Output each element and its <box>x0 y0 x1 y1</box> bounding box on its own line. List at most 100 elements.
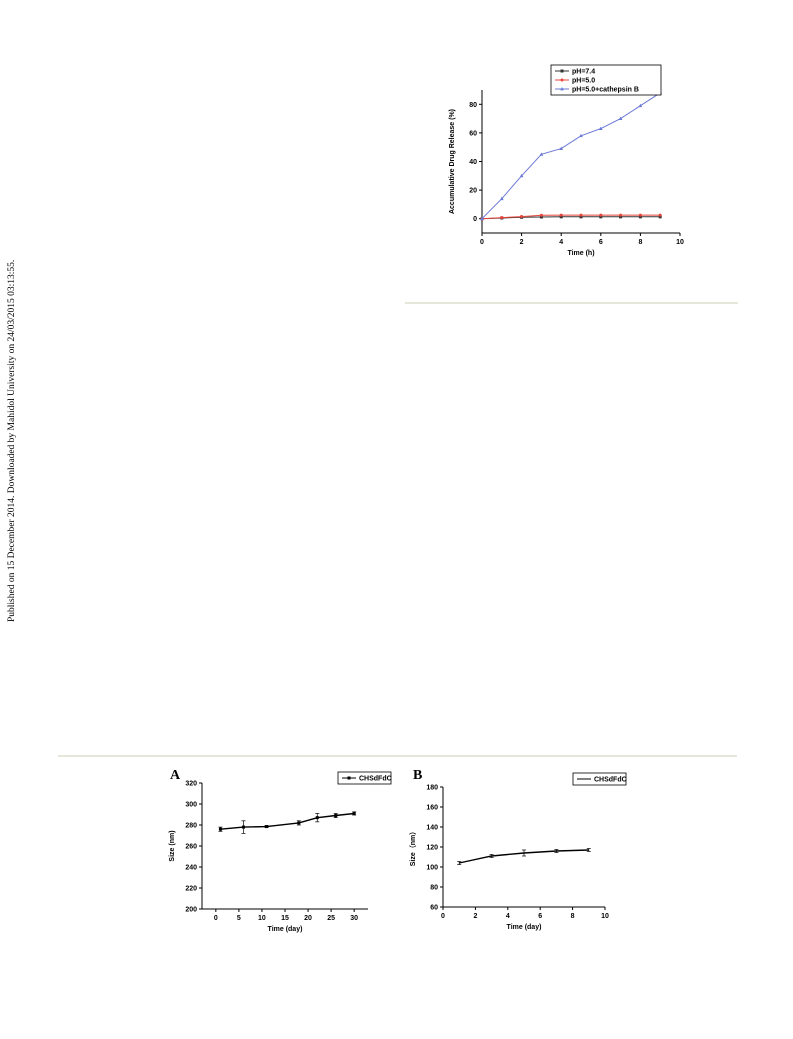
data-point <box>599 213 603 217</box>
y-tick-label: 280 <box>185 823 197 830</box>
x-tick-label: 6 <box>538 913 542 920</box>
x-tick-label: 10 <box>676 239 684 246</box>
y-axis-title: Size（nm） <box>409 828 417 867</box>
data-point <box>315 816 319 820</box>
y-tick-label: 60 <box>469 130 477 137</box>
series-line <box>481 214 661 220</box>
data-point <box>619 215 623 219</box>
x-tick-label: 8 <box>571 913 575 920</box>
data-point <box>242 825 245 829</box>
x-axis-title: Time (day) <box>507 924 542 931</box>
legend-marker <box>560 69 564 73</box>
legend-label: pH=7.4 <box>572 69 595 76</box>
x-tick-label: 0 <box>480 239 484 246</box>
legend-marker <box>347 776 351 780</box>
data-point <box>520 215 524 219</box>
y-tick-label: 200 <box>185 907 197 914</box>
data-point <box>334 814 338 818</box>
y-tick-label: 160 <box>426 805 438 812</box>
x-tick-label: 25 <box>327 915 335 922</box>
data-point <box>638 103 643 108</box>
data-point <box>579 213 583 217</box>
data-point <box>618 116 623 120</box>
series-line <box>220 812 355 830</box>
series-line <box>481 216 661 220</box>
data-point <box>265 825 269 829</box>
x-tick-label: 6 <box>599 239 603 246</box>
panel-label: A <box>170 768 181 783</box>
data-point <box>599 126 603 131</box>
x-tick-label: 0 <box>441 913 445 920</box>
x-tick-label: 10 <box>601 913 609 920</box>
y-axis-title: Size (nm) <box>169 830 176 861</box>
y-tick-label: 260 <box>185 844 197 851</box>
data-point <box>559 213 563 217</box>
x-tick-label: 4 <box>506 913 510 920</box>
legend-label: pH=5.0+cathepsin B <box>572 87 639 94</box>
y-tick-label: 100 <box>426 865 438 872</box>
publication-margin-note: Published on 15 December 2014. Downloade… <box>7 259 17 622</box>
data-point <box>658 213 662 217</box>
data-point <box>559 146 563 151</box>
data-point <box>539 213 543 217</box>
data-point <box>638 215 642 219</box>
data-point <box>599 215 603 219</box>
data-point <box>638 213 642 217</box>
x-tick-label: 8 <box>638 239 642 246</box>
y-tick-label: 220 <box>185 886 197 893</box>
panel-label: B <box>413 768 422 783</box>
y-tick-label: 80 <box>469 102 477 109</box>
data-point <box>218 827 222 831</box>
x-tick-label: 5 <box>237 915 241 922</box>
size-stability-chart-b: 0 2 4 6 8 10 60 80 100 120 140 160 180 Time (day) Size… <box>409 768 627 931</box>
y-tick-label: 180 <box>426 785 438 792</box>
data-point <box>619 213 623 217</box>
legend-label: pH=5.0 <box>572 78 595 85</box>
y-tick-label: 140 <box>426 825 438 832</box>
data-point <box>579 133 583 138</box>
series-line <box>481 92 661 220</box>
legend-label: CHSdFdC <box>359 776 392 783</box>
data-point <box>539 152 544 156</box>
section-divider-bottom <box>58 755 737 757</box>
y-tick-label: 40 <box>469 159 477 166</box>
y-tick-label: 20 <box>469 188 477 195</box>
data-point <box>480 216 484 221</box>
data-point <box>297 821 301 825</box>
legend-label: CHSdFdC <box>594 777 627 784</box>
x-tick-label: 0 <box>214 915 218 922</box>
x-axis-title: Time (h) <box>567 250 594 257</box>
data-point <box>579 215 583 219</box>
y-axis-title: Accumulative Drug Release (%) <box>449 109 456 214</box>
y-tick-label: 0 <box>473 216 477 223</box>
data-point <box>500 196 504 201</box>
y-tick-label: 120 <box>426 845 438 852</box>
legend-marker <box>560 87 564 91</box>
legend-box <box>572 772 627 786</box>
y-tick-label: 300 <box>185 802 197 809</box>
legend-marker <box>560 78 564 82</box>
drug-release-chart: 0 2 4 6 8 10 0 20 40 60 80 Time (h) Accumulative Dru… <box>449 64 684 257</box>
size-stability-chart-a: 0 5 10 15 20 25 30 200 220 240 260 280 300 320 Time (d… <box>169 768 392 933</box>
y-tick-label: 320 <box>185 781 197 788</box>
section-divider-top <box>405 302 738 304</box>
data-point <box>352 811 356 815</box>
x-tick-label: 30 <box>350 915 358 922</box>
x-tick-label: 15 <box>281 915 289 922</box>
y-tick-label: 80 <box>430 885 438 892</box>
x-tick-label: 20 <box>304 915 312 922</box>
data-point <box>519 173 524 178</box>
x-tick-label: 2 <box>473 913 477 920</box>
x-tick-label: 4 <box>559 239 563 246</box>
data-point <box>539 215 543 219</box>
x-tick-label: 2 <box>520 239 524 246</box>
data-point <box>500 216 504 220</box>
data-point <box>658 215 662 219</box>
legend-box <box>337 771 392 785</box>
y-tick-label: 240 <box>185 865 197 872</box>
y-tick-label: 60 <box>430 905 438 912</box>
data-point <box>559 215 563 219</box>
x-axis-title: Time (day) <box>268 926 303 933</box>
legend-box <box>550 64 662 96</box>
x-tick-label: 10 <box>258 915 266 922</box>
